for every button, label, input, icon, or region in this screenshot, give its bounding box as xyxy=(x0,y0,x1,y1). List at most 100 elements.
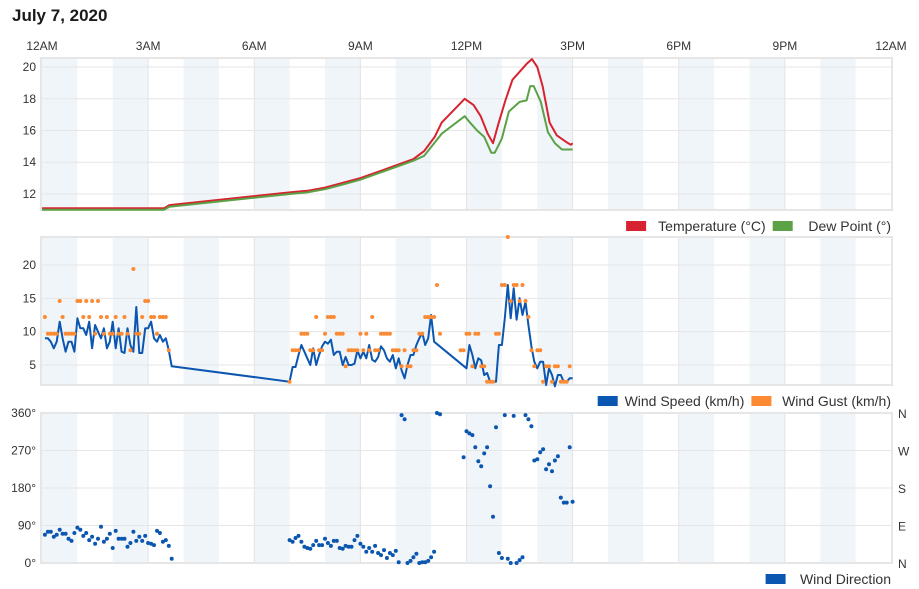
legend-label: Wind Speed (km/h) xyxy=(625,393,745,409)
data-point xyxy=(63,531,68,536)
data-point xyxy=(328,315,333,319)
series-dew-point- xyxy=(42,85,573,211)
data-point xyxy=(75,299,80,303)
data-point xyxy=(379,331,383,336)
data-point xyxy=(107,531,112,536)
data-point xyxy=(72,531,77,535)
data-point xyxy=(526,417,531,422)
data-point xyxy=(482,451,487,456)
data-point xyxy=(476,459,481,464)
data-point xyxy=(84,299,89,303)
data-point xyxy=(479,364,484,369)
data-point xyxy=(414,551,419,556)
data-point xyxy=(317,543,322,548)
data-point xyxy=(570,499,575,504)
data-point xyxy=(78,299,83,303)
data-point xyxy=(526,315,531,319)
data-point xyxy=(390,348,395,353)
data-point xyxy=(42,315,47,319)
data-point xyxy=(420,560,425,565)
data-point xyxy=(496,331,501,336)
hour-band xyxy=(395,58,432,210)
data-point xyxy=(502,413,507,418)
data-point xyxy=(116,536,121,541)
data-point xyxy=(63,331,68,336)
data-point xyxy=(137,331,142,336)
data-point xyxy=(435,411,439,415)
y-tick-label: 12 xyxy=(23,187,37,201)
y-tick-label-right: S xyxy=(898,482,906,496)
data-point xyxy=(87,538,92,543)
x-tick-label: 6PM xyxy=(666,39,691,53)
data-point xyxy=(432,315,437,319)
data-point xyxy=(550,379,554,384)
hour-band xyxy=(254,58,290,210)
data-point xyxy=(494,425,498,430)
data-point xyxy=(517,299,522,303)
data-point xyxy=(405,561,410,565)
data-point xyxy=(90,534,95,539)
data-point xyxy=(346,544,351,549)
data-point xyxy=(508,561,513,565)
data-point xyxy=(461,455,466,460)
data-point xyxy=(417,331,422,336)
y-tick-label: 20 xyxy=(23,60,37,74)
data-point xyxy=(57,299,62,303)
data-point xyxy=(396,560,401,565)
data-point xyxy=(337,546,342,550)
hour-band xyxy=(820,58,856,210)
series-wind-gust-km-h- xyxy=(42,235,572,384)
data-point xyxy=(99,524,103,529)
data-point xyxy=(287,379,292,384)
series-wind-direction xyxy=(42,411,575,565)
data-point xyxy=(396,348,401,353)
data-point xyxy=(66,536,71,541)
data-point xyxy=(544,467,549,472)
data-point xyxy=(564,500,569,505)
data-point xyxy=(93,541,98,546)
data-point xyxy=(382,331,386,336)
x-tick-label: 6AM xyxy=(242,39,267,53)
data-point xyxy=(491,514,495,519)
data-point xyxy=(166,348,171,353)
data-point xyxy=(293,348,298,353)
data-point xyxy=(45,331,50,336)
data-point xyxy=(293,536,298,540)
hour-band xyxy=(466,237,502,385)
y-tick-label: 14 xyxy=(23,155,37,169)
data-point xyxy=(110,546,115,550)
series-wind-speed-km-h- xyxy=(44,284,573,388)
data-point xyxy=(113,528,118,533)
data-point xyxy=(558,495,563,500)
data-point xyxy=(328,543,333,548)
series-line xyxy=(44,284,573,388)
data-point xyxy=(508,299,513,303)
data-point xyxy=(340,331,345,336)
data-point xyxy=(101,539,106,544)
data-point xyxy=(364,331,369,336)
data-point xyxy=(163,538,168,543)
data-point xyxy=(290,348,295,353)
y-tick-label: 0° xyxy=(25,556,37,570)
data-point xyxy=(555,364,560,369)
data-point xyxy=(367,546,372,550)
x-tick-label: 12PM xyxy=(451,39,482,53)
data-point xyxy=(45,529,50,534)
data-point xyxy=(547,462,551,467)
y-tick-label-right: E xyxy=(898,520,906,534)
data-point xyxy=(458,348,463,353)
data-point xyxy=(499,283,504,287)
data-point xyxy=(107,331,112,336)
data-point xyxy=(505,235,510,239)
hour-band xyxy=(749,58,785,210)
hour-band xyxy=(395,237,432,385)
y-tick-label: 10 xyxy=(23,325,37,339)
data-point xyxy=(429,555,434,560)
data-point xyxy=(464,429,469,434)
data-point xyxy=(146,541,151,545)
hour-band xyxy=(183,237,219,385)
plot-frame xyxy=(40,412,893,564)
data-point xyxy=(561,379,566,384)
data-point xyxy=(461,348,466,353)
data-point xyxy=(155,528,159,533)
